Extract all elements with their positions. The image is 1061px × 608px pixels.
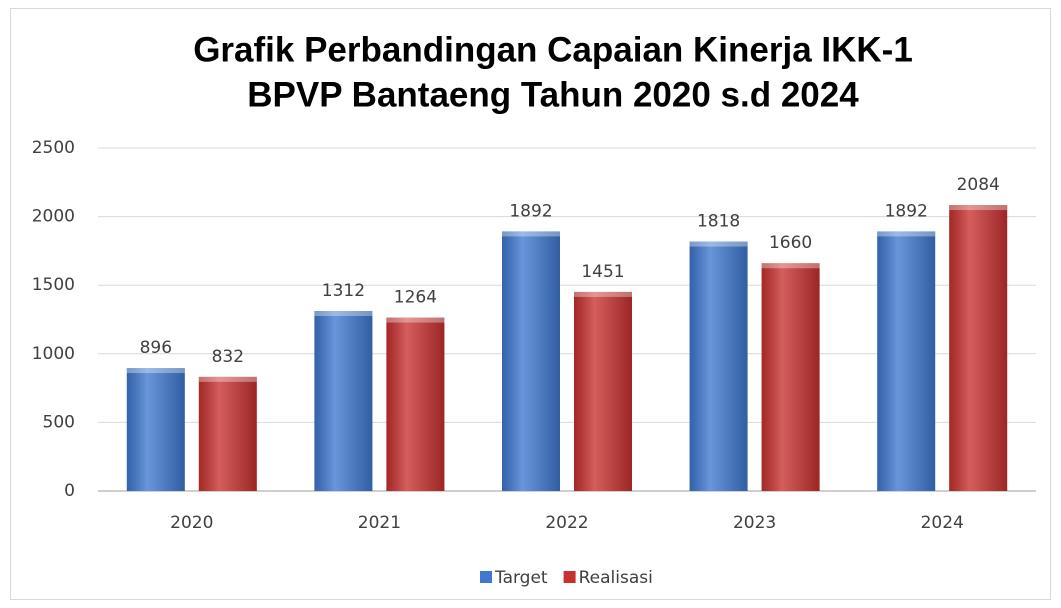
y-tick-label: 1000 xyxy=(32,344,75,364)
data-label: 896 xyxy=(140,338,172,358)
x-tick-label: 2021 xyxy=(358,513,401,533)
legend-swatch xyxy=(480,571,492,583)
bar-shade xyxy=(198,376,257,491)
bar-shade xyxy=(949,205,1008,491)
y-tick-label: 0 xyxy=(64,481,75,501)
bar-shade xyxy=(877,231,936,491)
bar-cap xyxy=(502,231,560,237)
bar-cap xyxy=(386,317,445,323)
legend-swatch xyxy=(563,571,576,583)
data-label: 2084 xyxy=(957,175,1000,195)
legend-label: Target xyxy=(494,568,548,588)
bar-cap xyxy=(949,205,1008,211)
x-tick-label: 2022 xyxy=(545,513,588,533)
y-tick-label: 2000 xyxy=(32,207,75,227)
bar-shade xyxy=(689,241,748,491)
chart-title: BPVP Bantaeng Tahun 2020 s.d 2024 xyxy=(247,75,859,114)
bar-shade xyxy=(386,317,445,491)
y-tick-label: 1500 xyxy=(32,275,75,295)
bar-shade xyxy=(502,231,560,491)
bar-cap xyxy=(877,231,936,237)
data-label: 1892 xyxy=(885,201,928,221)
y-tick-label: 2500 xyxy=(32,138,75,158)
bar-shade xyxy=(314,310,373,491)
bar-cap xyxy=(689,241,748,247)
bar-shade xyxy=(574,291,632,491)
data-label: 1312 xyxy=(322,281,365,301)
bar-cap xyxy=(761,263,820,269)
x-tick-label: 2023 xyxy=(733,513,776,533)
bar-cap xyxy=(198,376,257,382)
bar-shade xyxy=(126,368,185,491)
data-label: 1892 xyxy=(509,201,552,221)
bar-cap xyxy=(314,310,373,316)
bar-cap xyxy=(574,291,632,297)
bar-shade xyxy=(761,263,820,491)
legend-label: Realisasi xyxy=(579,568,653,588)
x-tick-label: 2020 xyxy=(170,513,213,533)
data-label: 1818 xyxy=(697,212,740,232)
bar-cap xyxy=(126,368,185,374)
data-label: 1660 xyxy=(769,233,812,253)
data-label: 1264 xyxy=(394,288,437,308)
data-label: 1451 xyxy=(581,262,624,282)
y-tick-label: 500 xyxy=(43,412,75,432)
x-tick-label: 2024 xyxy=(921,513,964,533)
data-label: 832 xyxy=(212,347,244,367)
chart-title: Grafik Perbandingan Capaian Kinerja IKK-… xyxy=(193,30,913,69)
